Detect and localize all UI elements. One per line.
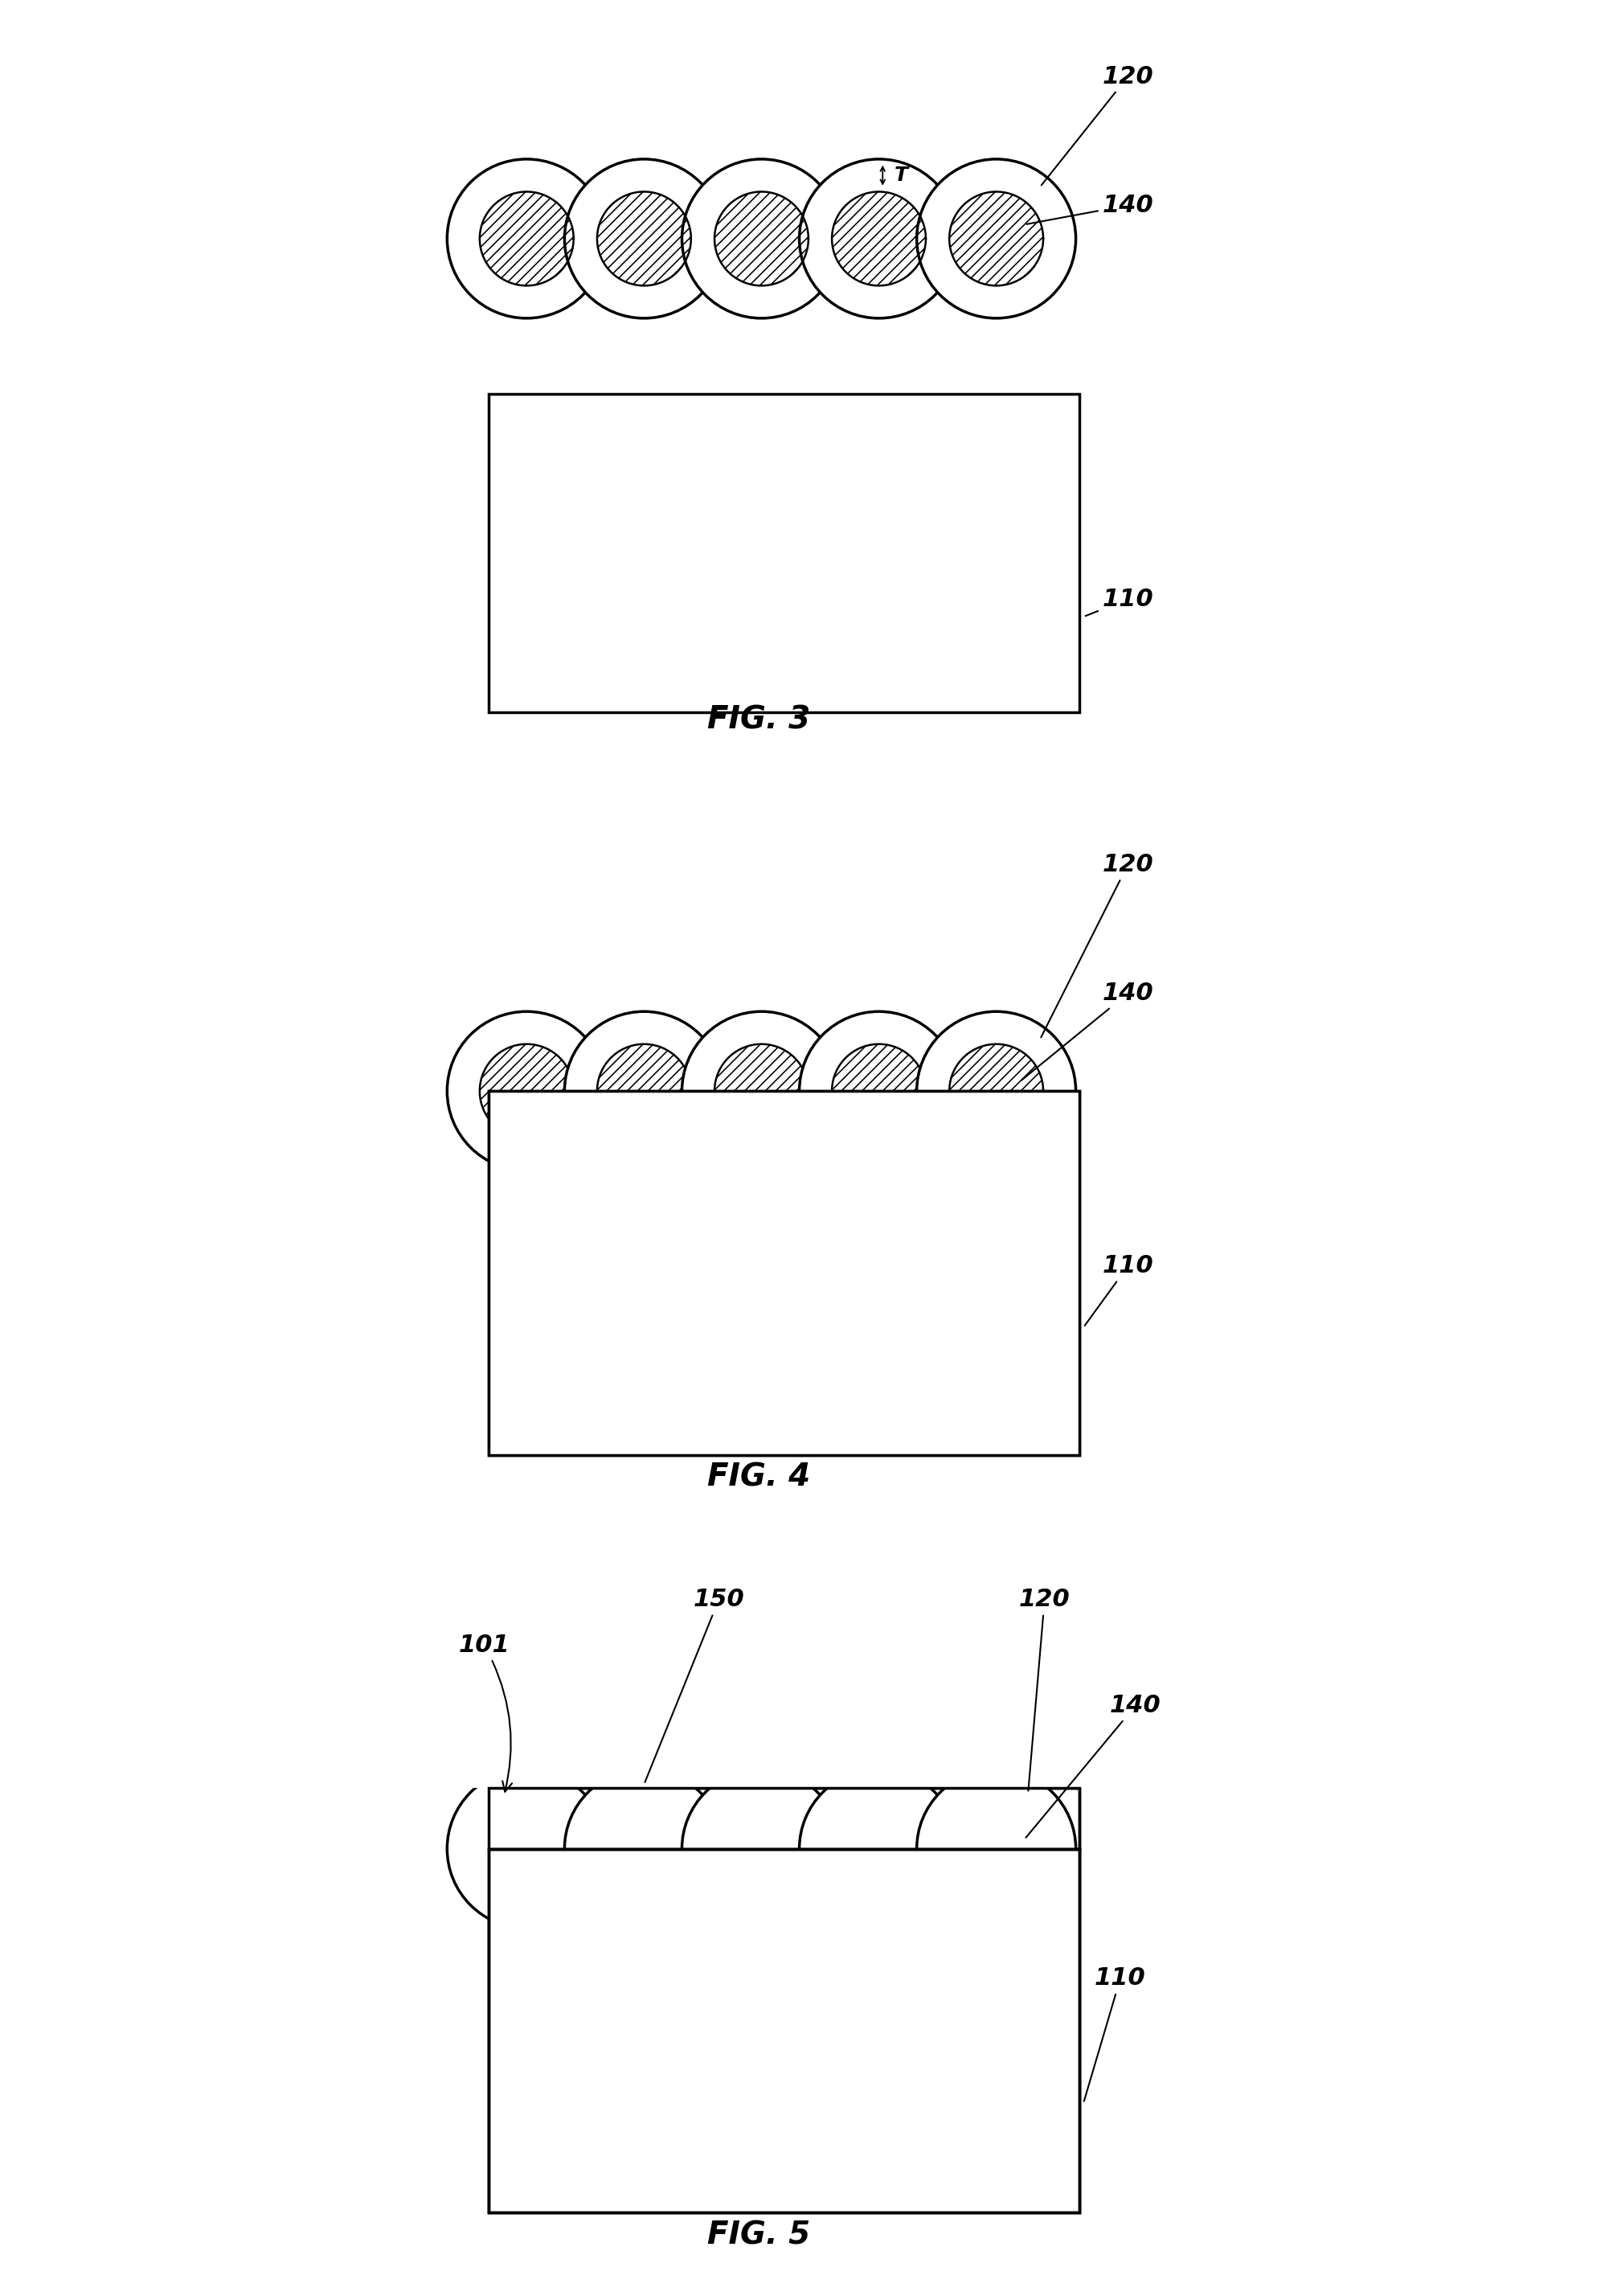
Bar — [489, 1848, 1079, 2213]
Bar — [489, 1789, 1079, 1848]
Text: FIG. 4: FIG. 4 — [706, 1463, 810, 1492]
Circle shape — [916, 158, 1076, 319]
Circle shape — [565, 1013, 723, 1171]
Bar — [489, 1848, 1079, 2213]
Circle shape — [798, 1770, 958, 1929]
Text: 140: 140 — [1026, 1694, 1160, 1837]
Circle shape — [916, 1013, 1076, 1171]
Bar — [413, 1637, 1155, 1789]
Circle shape — [682, 158, 840, 319]
Circle shape — [565, 158, 723, 319]
Text: FIG. 3: FIG. 3 — [706, 705, 810, 735]
Bar — [489, 1091, 1079, 1456]
Text: 120: 120 — [1040, 852, 1153, 1038]
Text: 101: 101 — [458, 1632, 511, 1791]
Bar — [489, 1848, 1079, 2213]
Circle shape — [682, 1013, 840, 1171]
Text: 120: 120 — [1040, 64, 1153, 186]
Circle shape — [798, 1013, 958, 1171]
Circle shape — [565, 1770, 723, 1929]
Circle shape — [447, 158, 606, 319]
Text: 140: 140 — [1026, 193, 1153, 225]
Bar — [489, 1789, 1079, 1848]
Text: 110: 110 — [1084, 1968, 1145, 2101]
Text: T: T — [894, 165, 907, 186]
Bar — [489, 395, 1079, 712]
Text: 120: 120 — [1018, 1589, 1069, 1791]
Bar — [489, 1091, 1079, 1456]
Circle shape — [447, 1770, 606, 1929]
Circle shape — [682, 1770, 840, 1929]
Text: 110: 110 — [1086, 588, 1153, 615]
Text: 140: 140 — [1021, 983, 1153, 1079]
Circle shape — [798, 158, 958, 319]
Text: FIG. 5: FIG. 5 — [706, 2220, 810, 2250]
Circle shape — [447, 1013, 606, 1171]
Text: 110: 110 — [1084, 1254, 1153, 1325]
Circle shape — [916, 1770, 1076, 1929]
Text: 150: 150 — [645, 1589, 744, 1782]
